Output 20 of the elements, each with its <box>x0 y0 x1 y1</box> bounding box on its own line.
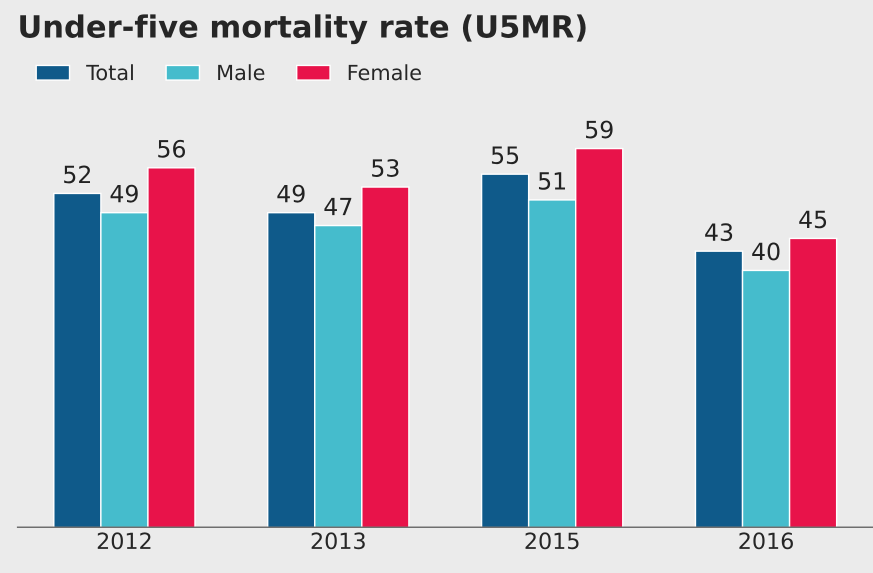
data-label: 55 <box>492 146 518 164</box>
legend-label: Female <box>348 64 421 80</box>
data-label: 40 <box>752 242 780 260</box>
x-tick-label: 2015 <box>526 532 579 550</box>
chart-title: Under-five mortality rate (U5MR) <box>20 14 586 44</box>
data-label: 56 <box>158 140 185 158</box>
data-label: 43 <box>705 223 732 242</box>
data-label: 49 <box>110 184 138 203</box>
data-label: 51 <box>538 172 566 190</box>
data-label: 47 <box>324 198 352 216</box>
x-tick-label: 2016 <box>739 532 793 550</box>
legend-label: Total <box>86 64 133 80</box>
data-label: 52 <box>64 166 90 184</box>
data-label: 49 <box>277 184 305 203</box>
data-label: 53 <box>372 159 398 177</box>
data-label: 59 <box>586 120 613 138</box>
x-tick-label: 2012 <box>98 532 150 550</box>
x-tick-label: 2013 <box>312 532 365 550</box>
data-label: 45 <box>799 210 826 228</box>
legend-label: Male <box>218 64 264 80</box>
